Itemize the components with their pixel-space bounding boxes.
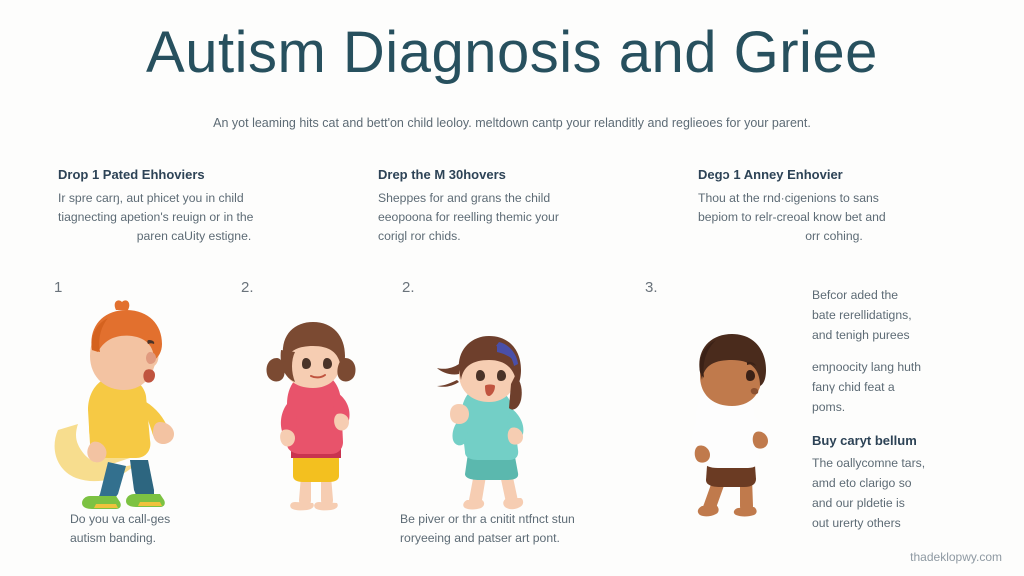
step-marker-4: 3.	[645, 279, 658, 296]
illustration-girl-pigtails-pink-top	[266, 322, 356, 511]
side-paragraph-b-line-3: poms.	[812, 400, 846, 414]
step-marker-3: 2.	[402, 279, 415, 296]
column-blurbs: Drop 1 Pated Ehhoviers Ir spre carŋ, aut…	[58, 166, 970, 246]
column-body-3-line-2: bepiom to relr-creoal know bet and	[698, 210, 886, 224]
column-body-1-line-2: tiagnecting apetion's reuign or in the	[58, 210, 254, 224]
figure-caption-1: Do you va call-ges autism banding.	[70, 510, 290, 548]
figure-caption-2-line-1: Be piver or thr a cnitit ntfnct stun	[400, 512, 575, 526]
side-paragraph-b-line-1: emɲoocity lang huth	[812, 360, 922, 374]
column-heading-3: Degɔ 1 Anney Enhovier	[698, 167, 843, 182]
side-block-body: The oallycomne tars, amd eto clarigo so …	[812, 453, 987, 533]
figure-caption-1-line-1: Do you va call-ges	[70, 512, 171, 526]
column-body-2: Sheppes for and grans the child eeopoona…	[378, 189, 650, 246]
side-block-body-line-1: The oallycomne tars,	[812, 456, 926, 470]
side-block-heading: Buy caryt bellum	[812, 433, 917, 448]
column-body-3-line-1: Thou at the rnd·cigenions to sans	[698, 191, 879, 205]
illustration-boy-white-shirt-brown-shorts	[691, 334, 768, 517]
step-marker-1: 1	[54, 279, 63, 296]
side-block-body-line-2: amd eto clarigo so	[812, 476, 912, 490]
column-body-3: Thou at the rnd·cigenions to sans bepiom…	[698, 189, 970, 246]
side-paragraph-a-line-3: and tenigh purees	[812, 328, 910, 342]
column-block-3: Degɔ 1 Anney Enhovier Thou at the rnd·ci…	[698, 166, 970, 246]
column-body-1: Ir spre carŋ, aut phicet you in child ti…	[58, 189, 330, 246]
column-block-1: Drop 1 Pated Ehhoviers Ir spre carŋ, aut…	[58, 166, 330, 246]
column-heading-1: Drop 1 Pated Ehhoviers	[58, 167, 205, 182]
illustration-girl-headband-teal-dress	[437, 336, 524, 510]
figure-caption-2: Be piver or thr a cnitit ntfnct stun ror…	[400, 510, 660, 548]
side-text-block-bottom: Buy caryt bellum The oallycomne tars, am…	[812, 432, 987, 545]
side-paragraph-b-line-2: fanγ chid feat a	[812, 380, 895, 394]
side-block-body-line-3: and our pldetie is	[812, 496, 905, 510]
side-paragraph-b: emɲoocity lang huth fanγ chid feat a pom…	[812, 357, 987, 417]
side-block-body-line-4: out urerty others	[812, 516, 901, 530]
column-body-1-line-3: paren caUity estigne.	[136, 229, 252, 243]
step-marker-2: 2.	[241, 279, 254, 296]
page-title: Autism Diagnosis and Griee	[146, 20, 878, 85]
column-body-1-line-1: Ir spre carŋ, aut phicet you in child	[58, 191, 244, 205]
figure-caption-2-line-2: roryeeing and patser art pont.	[400, 531, 560, 545]
column-body-2-line-2: eeopoona for reelling themic your	[378, 210, 559, 224]
column-block-2: Drep the M 30hovers Sheppes for and gran…	[378, 166, 650, 246]
illustration-child-running-orange-hair	[54, 300, 174, 509]
column-body-3-line-3: orr cohing.	[805, 229, 863, 243]
side-text-block-top: Befcor aded the bate rerellidatigns, and…	[812, 285, 987, 429]
side-paragraph-a-line-2: bate rerellidatigns,	[812, 308, 912, 322]
side-paragraph-a-line-1: Befcor aded the	[812, 288, 899, 302]
page-subtitle: An yot leaming hits cat and bett'on chil…	[213, 116, 811, 130]
figure-caption-1-line-2: autism banding.	[70, 531, 157, 545]
column-heading-2: Drep the M 30hovers	[378, 167, 506, 182]
column-body-2-line-1: Sheppes for and grans the child	[378, 191, 551, 205]
column-body-2-line-3: corigl ror chids.	[378, 229, 461, 243]
side-paragraph-a: Befcor aded the bate rerellidatigns, and…	[812, 285, 987, 345]
watermark: thadeklopwy.com	[910, 550, 1002, 564]
